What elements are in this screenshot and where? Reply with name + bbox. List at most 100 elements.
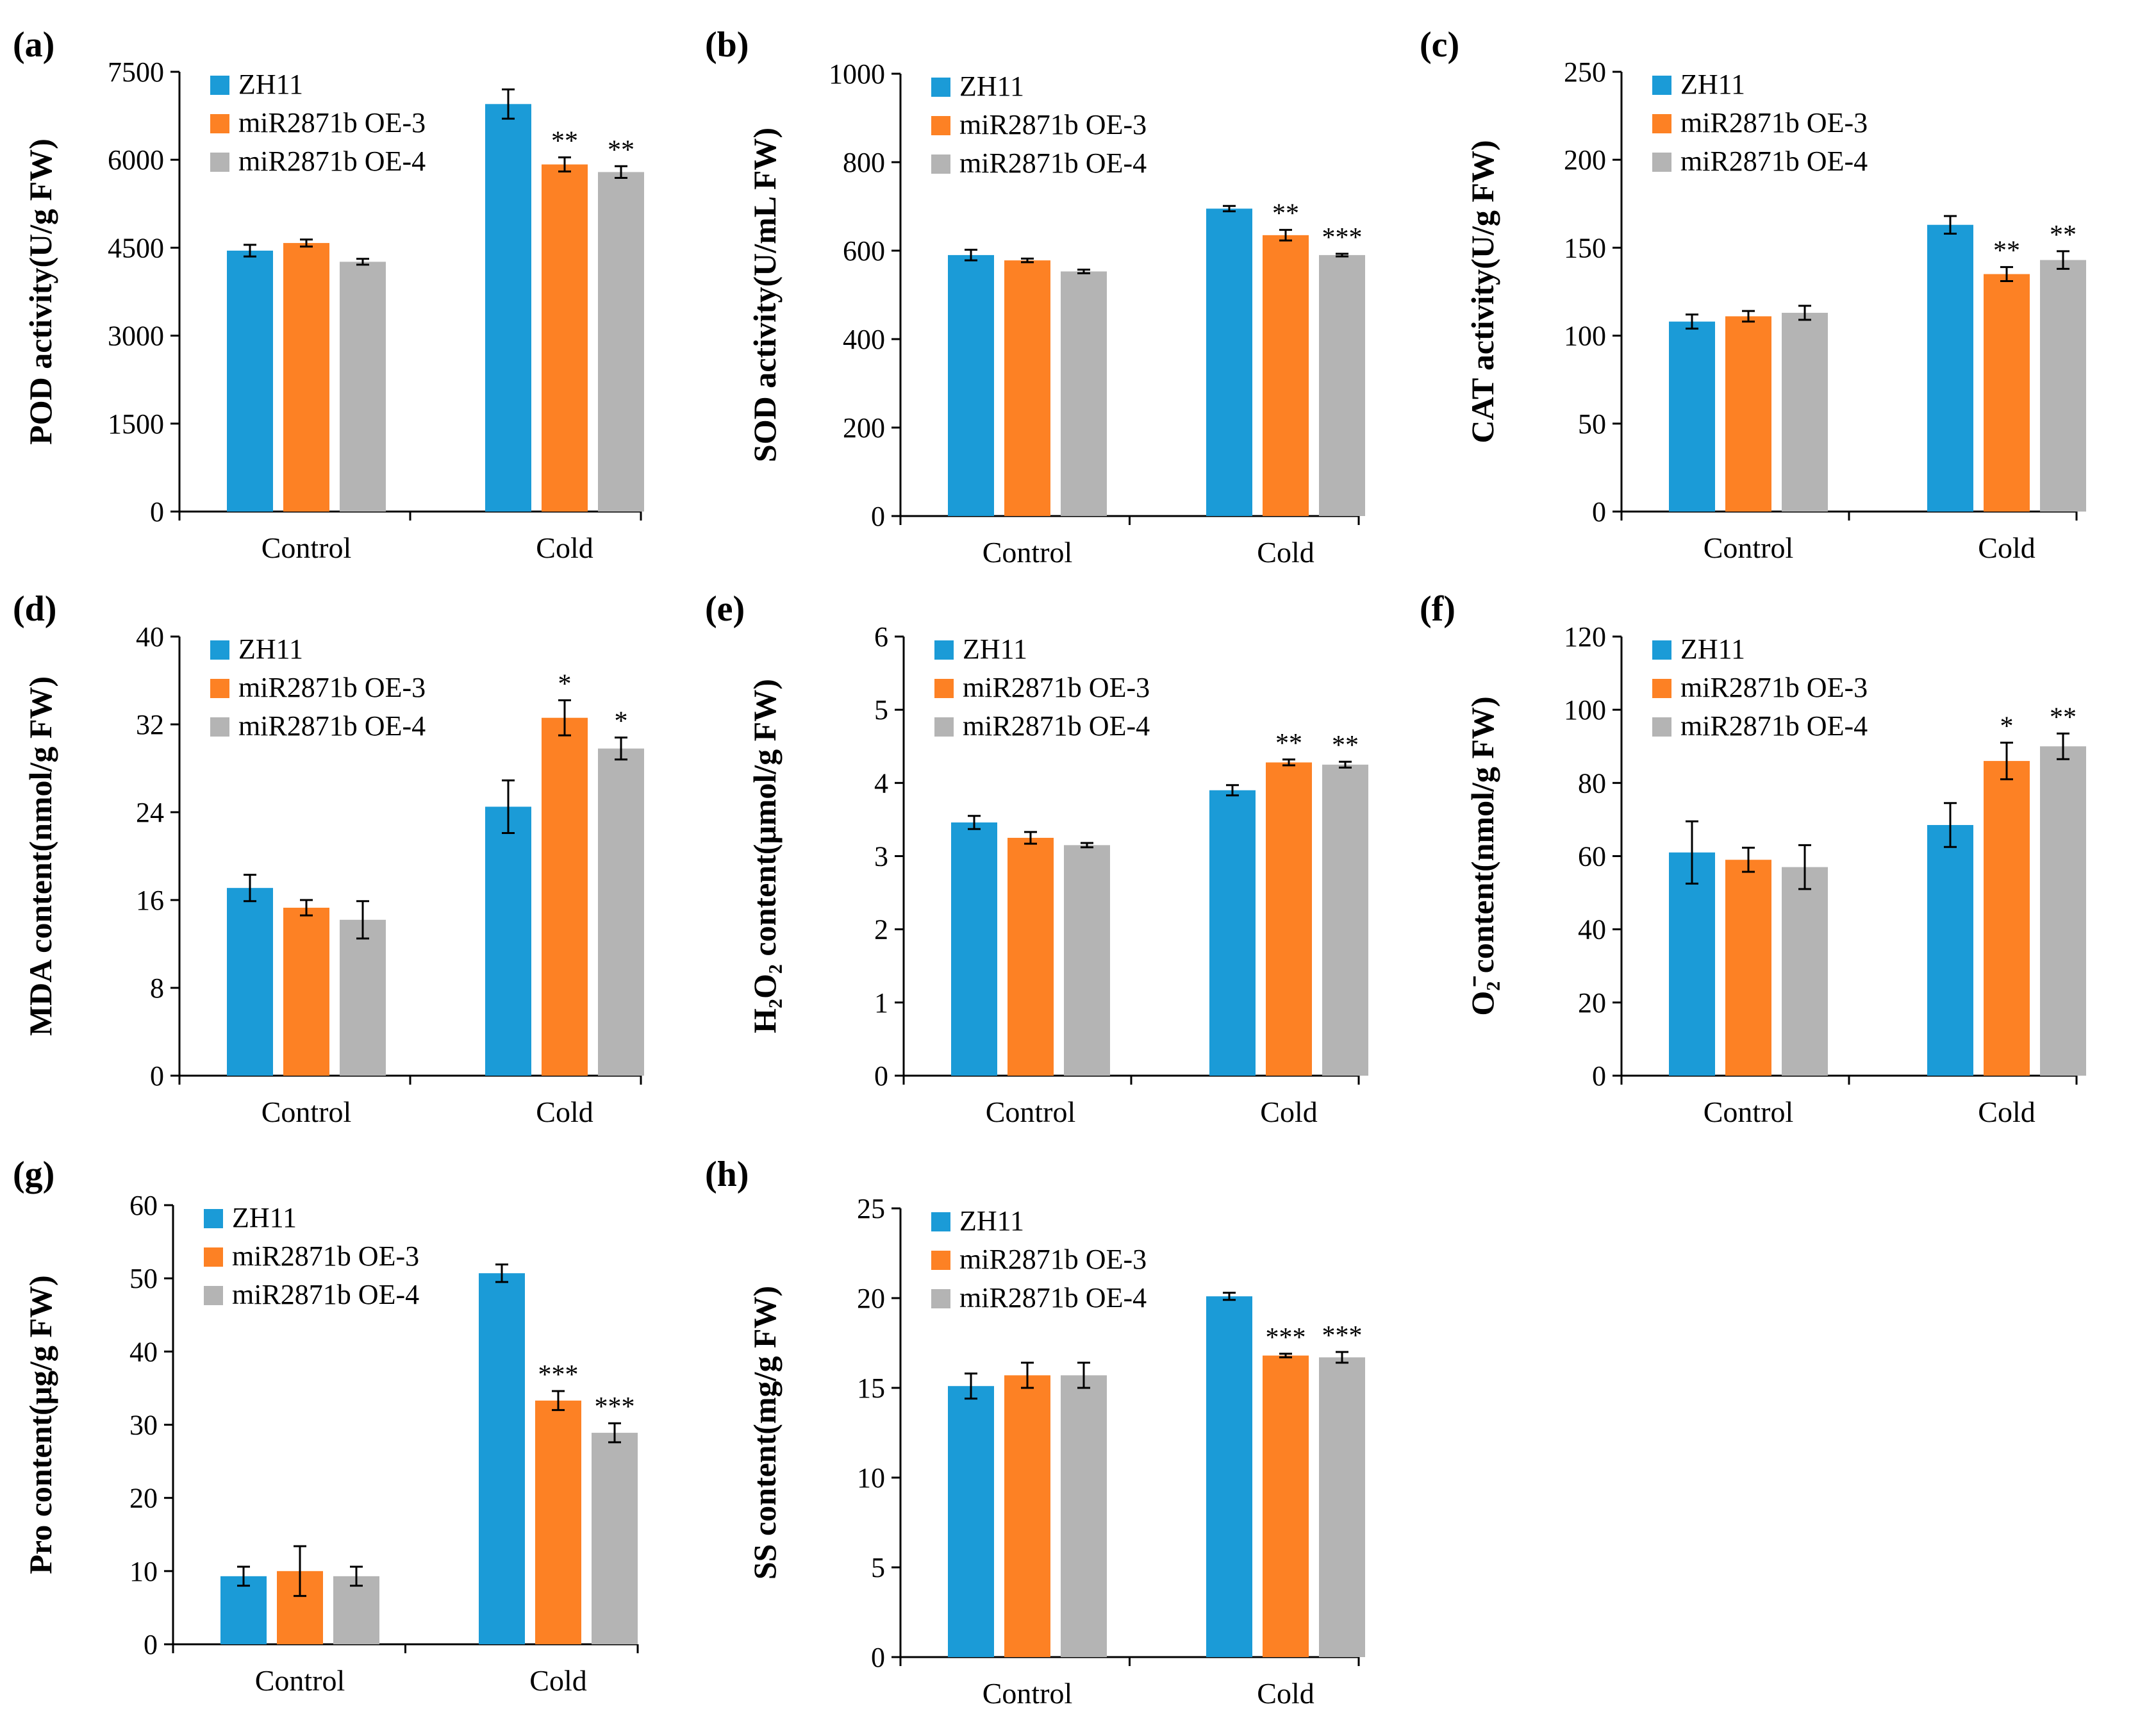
significance-label: ** [1272, 199, 1299, 229]
bar-control-1 [227, 888, 273, 1076]
category-label: Cold [1978, 531, 2035, 564]
y-tick-label: 80 [1578, 767, 1606, 799]
y-tick-label: 20 [857, 1283, 885, 1314]
category-label: Control [983, 536, 1073, 569]
legend-swatch [210, 76, 229, 95]
legend-label: miR2871b OE-4 [1680, 710, 1868, 742]
legend-label: miR2871b OE-4 [238, 146, 426, 177]
legend-swatch [1652, 640, 1671, 660]
chart-panel-8: (h) 0 5 10 15 20 25 SS content(mg/g FW) Control *… [705, 1155, 1365, 1710]
legend-label: miR2871b OE-4 [963, 710, 1150, 742]
significance-label: * [2000, 712, 2014, 742]
y-tick-label: 20 [1578, 987, 1606, 1019]
legend-label: miR2871b OE-3 [1680, 107, 1868, 138]
legend-label: ZH11 [232, 1202, 297, 1233]
legend-swatch [931, 116, 950, 135]
y-tick-label: 5 [871, 1552, 885, 1583]
y-tick-label: 20 [129, 1483, 158, 1514]
y-tick-label: 0 [874, 1060, 888, 1092]
bar-cold-3 [1319, 254, 1365, 516]
legend-swatch [934, 717, 954, 737]
y-tick-label: 2 [874, 914, 888, 946]
bar-control-2 [1004, 260, 1050, 516]
legend-label: miR2871b OE-3 [232, 1240, 419, 1272]
y-tick-label: 7500 [108, 56, 164, 88]
panel-label: (b) [705, 25, 749, 65]
legend-swatch [204, 1286, 223, 1305]
y-tick-label: 150 [1564, 232, 1606, 263]
y-tick-label: 0 [144, 1629, 158, 1660]
legend-swatch [210, 114, 229, 133]
legend-label: miR2871b OE-3 [1680, 672, 1868, 703]
chart-panel-5: (e) 0 1 2 3 4 5 6 H₂O₂ content(μmol/g FW) Control… [705, 589, 1368, 1128]
y-tick-label: 0 [1592, 496, 1606, 528]
bar-cold-3 [592, 1433, 638, 1644]
legend-swatch [204, 1209, 223, 1228]
significance-label: ** [1332, 731, 1359, 760]
significance-label: * [558, 669, 572, 699]
bar-control-2 [1725, 860, 1771, 1076]
legend-label: ZH11 [238, 633, 303, 665]
panel-label: (h) [705, 1155, 749, 1194]
y-tick-label: 50 [129, 1263, 158, 1294]
bar-cold-1 [1209, 790, 1256, 1076]
legend-swatch [931, 1289, 950, 1308]
y-axis-label: O₂̄ content(nmol/g FW) [1464, 696, 1500, 1015]
legend-label: ZH11 [959, 71, 1024, 102]
significance-label: ** [2050, 703, 2077, 732]
y-tick-label: 200 [843, 412, 885, 444]
bar-control-1 [948, 1386, 994, 1657]
bar-cold-1 [485, 806, 531, 1076]
y-tick-label: 120 [1564, 621, 1606, 653]
y-tick-label: 40 [129, 1336, 158, 1367]
category-label: Control [1704, 531, 1794, 564]
significance-label: ** [608, 135, 634, 165]
legend-swatch [934, 679, 954, 698]
category-label: Control [1704, 1096, 1794, 1128]
bar-cold-2 [1984, 761, 2030, 1076]
bar-control-1 [948, 254, 994, 516]
panel-label: (g) [13, 1155, 54, 1194]
y-tick-label: 0 [1592, 1060, 1606, 1092]
y-axis-label: MDA content(nmol/g FW) [22, 676, 58, 1036]
y-tick-label: 100 [1564, 694, 1606, 726]
legend-swatch [1652, 153, 1671, 172]
y-axis-label: H₂O₂ content(μmol/g FW) [747, 679, 783, 1033]
y-axis-label: CAT activity(U/g FW) [1464, 140, 1500, 443]
bar-cold-1 [1206, 208, 1252, 516]
legend-label: miR2871b OE-3 [238, 672, 426, 703]
y-tick-label: 24 [136, 797, 164, 828]
significance-label: *** [1322, 1321, 1363, 1351]
bar-cold-2 [542, 717, 588, 1076]
bar-cold-3 [598, 172, 644, 512]
legend-swatch [210, 679, 229, 698]
y-tick-label: 10 [129, 1556, 158, 1587]
significance-label: *** [538, 1360, 579, 1390]
y-tick-label: 6000 [108, 144, 164, 176]
y-tick-label: 0 [150, 496, 164, 528]
category-label: Control [983, 1677, 1073, 1710]
legend-label: miR2871b OE-4 [238, 710, 426, 742]
y-tick-label: 250 [1564, 56, 1606, 88]
y-axis-label: POD activity(U/g FW) [22, 138, 58, 445]
significance-label: ** [551, 127, 578, 156]
legend-label: miR2871b OE-3 [959, 109, 1147, 140]
category-label: Control [255, 1664, 345, 1697]
bar-control-2 [283, 907, 329, 1076]
bar-cold-3 [2040, 746, 2086, 1076]
y-tick-label: 100 [1564, 321, 1606, 352]
legend-label: miR2871b OE-4 [959, 147, 1147, 179]
legend-label: miR2871b OE-4 [959, 1282, 1147, 1314]
legend-label: miR2871b OE-3 [963, 672, 1150, 703]
legend-swatch [210, 153, 229, 172]
bar-control-3 [1064, 845, 1110, 1076]
y-tick-label: 32 [136, 709, 164, 740]
category-label: Control [986, 1096, 1076, 1128]
bar-control-1 [951, 822, 997, 1076]
legend-label: miR2871b OE-3 [238, 107, 426, 138]
y-tick-label: 50 [1578, 408, 1606, 440]
y-tick-label: 200 [1564, 144, 1606, 176]
y-tick-label: 30 [129, 1410, 158, 1441]
chart-panel-4: (d) 0 8 16 24 32 40 MDA content(nmol/g FW) Contr… [13, 589, 644, 1128]
bar-cold-1 [1927, 224, 1973, 512]
